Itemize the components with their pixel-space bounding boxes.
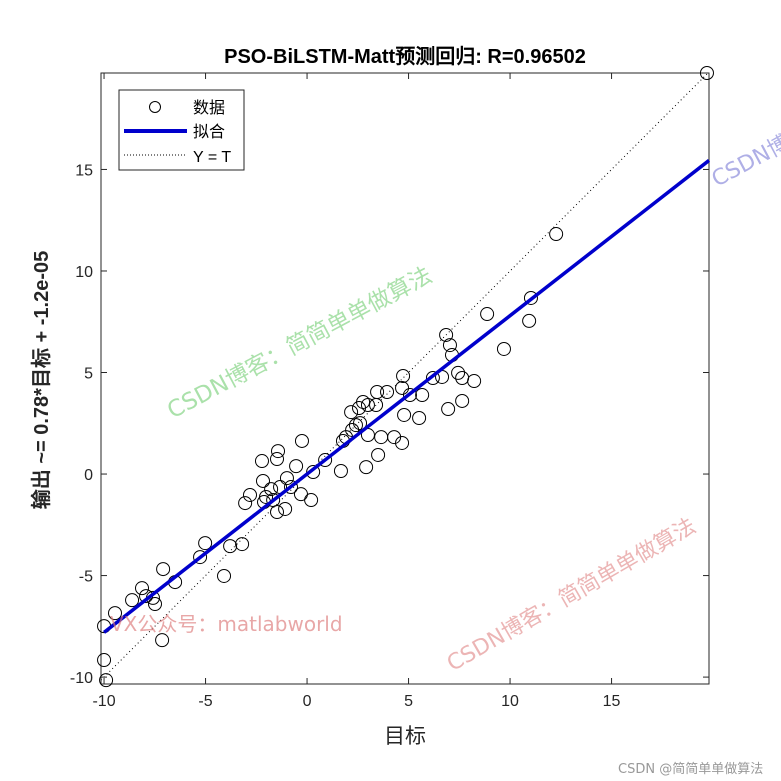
data-point <box>333 463 348 478</box>
data-point <box>270 505 285 520</box>
data-point <box>353 416 368 431</box>
data-point <box>425 370 440 385</box>
y-tick-label: -5 <box>79 569 93 586</box>
data-point <box>395 380 410 395</box>
data-point <box>412 410 427 425</box>
data-point <box>356 394 371 409</box>
axis-ticks: -10 -5 0 5 10 15 -10 -5 0 5 10 15 <box>70 73 709 710</box>
data-point <box>156 562 171 577</box>
legend-label-identity: Y = T <box>193 149 231 166</box>
data-points <box>97 66 714 688</box>
legend-label-fit: 拟合 <box>193 122 225 141</box>
data-point <box>304 493 319 508</box>
y-tick-label: -10 <box>70 670 93 687</box>
data-point <box>243 487 258 502</box>
data-point <box>371 447 386 462</box>
legend: 数据 拟合 Y = T <box>118 89 245 171</box>
data-point <box>455 370 470 385</box>
data-point <box>451 365 466 380</box>
data-point <box>455 393 470 408</box>
data-point <box>254 454 269 469</box>
data-point <box>198 536 213 551</box>
data-point <box>289 459 304 474</box>
data-point <box>193 550 208 565</box>
y-tick-label: 0 <box>84 467 93 484</box>
data-point <box>108 606 123 621</box>
y-tick-label: 5 <box>84 366 93 383</box>
legend-label-data: 数据 <box>193 98 225 117</box>
data-point <box>306 465 321 480</box>
fit-line <box>102 159 711 634</box>
data-point <box>549 227 564 242</box>
data-point <box>238 496 253 511</box>
data-point <box>344 405 359 420</box>
x-tick-label: 10 <box>501 693 519 710</box>
legend-marker-data <box>149 101 161 113</box>
data-point <box>125 593 140 608</box>
data-point <box>397 407 412 422</box>
data-point <box>147 596 162 611</box>
y-tick-label: 15 <box>75 162 93 179</box>
data-point <box>97 653 112 668</box>
data-point <box>523 290 538 305</box>
data-point <box>235 537 250 552</box>
data-point <box>270 452 285 467</box>
data-point <box>369 397 384 412</box>
data-point <box>279 471 294 486</box>
data-point <box>135 581 150 596</box>
x-tick-label: -10 <box>92 693 115 710</box>
data-point <box>271 444 286 459</box>
data-point <box>439 327 454 342</box>
data-point <box>380 385 395 400</box>
data-point <box>496 341 511 356</box>
y-tick-label: 10 <box>75 264 93 281</box>
x-tick-label: 0 <box>303 693 312 710</box>
data-point <box>284 480 299 495</box>
data-point <box>699 66 714 80</box>
data-point <box>402 388 417 403</box>
data-point <box>359 460 374 475</box>
data-point <box>318 453 333 468</box>
data-point <box>99 673 114 688</box>
data-point <box>294 433 309 448</box>
data-point <box>442 338 457 353</box>
x-tick-label: 15 <box>603 693 621 710</box>
data-point <box>522 313 537 328</box>
data-point <box>396 368 411 383</box>
chart-title: PSO-BiLSTM-Matt预测回归: R=0.96502 <box>224 44 586 68</box>
data-point <box>415 388 430 403</box>
data-point <box>217 568 232 583</box>
data-point <box>255 473 270 488</box>
data-point <box>360 397 375 412</box>
plot-area <box>100 72 710 685</box>
data-point <box>480 307 495 322</box>
data-point <box>278 501 293 516</box>
data-point <box>223 539 238 554</box>
data-point <box>264 482 279 497</box>
x-tick-label: 5 <box>404 693 413 710</box>
data-point <box>441 402 456 417</box>
data-point <box>155 633 170 648</box>
x-tick-label: -5 <box>198 693 212 710</box>
x-axis-label: 目标 <box>384 724 426 748</box>
y-axis-label: 输出 ~= 0.78*目标 + -1.2e-05 <box>29 251 53 509</box>
